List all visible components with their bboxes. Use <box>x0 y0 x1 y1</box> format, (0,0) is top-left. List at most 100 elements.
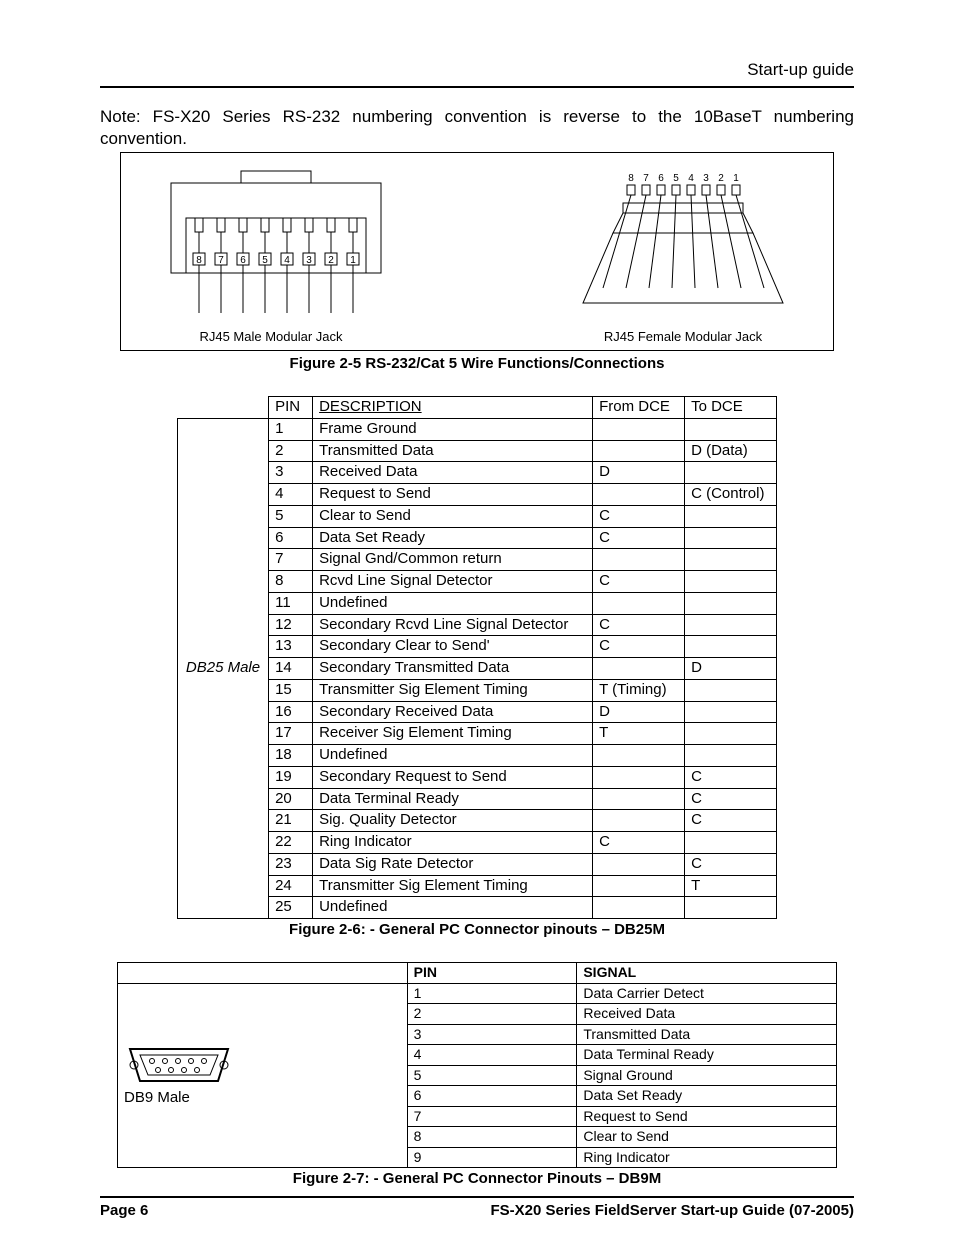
db25-cell-from <box>593 418 685 440</box>
figure-2-6-caption: Figure 2-6: - General PC Connector pinou… <box>100 921 854 938</box>
db25-cell-to: C <box>685 810 777 832</box>
db25-cell-from: D <box>593 462 685 484</box>
db25-cell-from <box>593 484 685 506</box>
db25-cell-pin: 15 <box>269 679 313 701</box>
db25-cell-desc: Sig. Quality Detector <box>313 810 593 832</box>
rj45-male-icon: 87654321 <box>141 163 401 323</box>
db25-cell-desc: Request to Send <box>313 484 593 506</box>
db25-cell-to <box>685 527 777 549</box>
db25-cell-to <box>685 592 777 614</box>
db25-cell-to: C <box>685 853 777 875</box>
db25-cell-desc: Rcvd Line Signal Detector <box>313 571 593 593</box>
db9-cell-pin: 4 <box>407 1045 577 1066</box>
db25-cell-to <box>685 636 777 658</box>
db9-cell-signal: Data Terminal Ready <box>577 1045 837 1066</box>
db25-cell-to <box>685 614 777 636</box>
db25-cell-from <box>593 810 685 832</box>
db25-cell-pin: 21 <box>269 810 313 832</box>
db25-cell-to <box>685 505 777 527</box>
db9-cell-pin: 7 <box>407 1106 577 1127</box>
db25-cell-from <box>593 897 685 919</box>
svg-text:1: 1 <box>733 173 739 184</box>
db25-row-label: DB25 Male <box>177 418 268 918</box>
db25-cell-desc: Secondary Request to Send <box>313 766 593 788</box>
db25-cell-from <box>593 788 685 810</box>
db25-cell-to <box>685 418 777 440</box>
db25-cell-desc: Secondary Rcvd Line Signal Detector <box>313 614 593 636</box>
figure-2-5-caption: Figure 2-5 RS-232/Cat 5 Wire Functions/C… <box>100 355 854 372</box>
db25-cell-to <box>685 549 777 571</box>
db25-head-pin: PIN <box>269 397 313 419</box>
db25-cell-to <box>685 832 777 854</box>
svg-text:5: 5 <box>673 173 679 184</box>
db9-cell-signal: Request to Send <box>577 1106 837 1127</box>
db9-cell-signal: Signal Ground <box>577 1065 837 1086</box>
db25-cell-pin: 17 <box>269 723 313 745</box>
db9-cell-signal: Data Set Ready <box>577 1086 837 1107</box>
db9-cell-pin: 1 <box>407 983 577 1004</box>
rj45-female-icon: 87654321 <box>553 163 813 323</box>
db25-table: PIN DESCRIPTION From DCE To DCE DB25 Mal… <box>177 396 777 919</box>
db25-head-to: To DCE <box>685 397 777 419</box>
db25-cell-pin: 8 <box>269 571 313 593</box>
db25-cell-to: C <box>685 788 777 810</box>
db9-head-signal: SIGNAL <box>577 963 837 984</box>
svg-text:8: 8 <box>196 255 202 266</box>
rj45-female-label: RJ45 Female Modular Jack <box>553 329 813 344</box>
db25-cell-desc: Transmitter Sig Element Timing <box>313 875 593 897</box>
svg-text:4: 4 <box>284 255 290 266</box>
db25-cell-pin: 5 <box>269 505 313 527</box>
db25-cell-desc: Secondary Received Data <box>313 701 593 723</box>
db25-head-from: From DCE <box>593 397 685 419</box>
db25-cell-desc: Transmitter Sig Element Timing <box>313 679 593 701</box>
db9-head-pin: PIN <box>407 963 577 984</box>
db25-cell-to <box>685 462 777 484</box>
db25-cell-from: D <box>593 701 685 723</box>
note-paragraph: Note: FS-X20 Series RS-232 numbering con… <box>100 106 854 150</box>
db25-cell-pin: 13 <box>269 636 313 658</box>
svg-text:5: 5 <box>262 255 268 266</box>
svg-text:1: 1 <box>350 255 356 266</box>
db9-label-text: DB9 Male <box>124 1089 401 1108</box>
svg-text:3: 3 <box>306 255 312 266</box>
db25-cell-to: D (Data) <box>685 440 777 462</box>
db25-cell-from: C <box>593 832 685 854</box>
db25-cell-from: C <box>593 571 685 593</box>
db25-cell-desc: Received Data <box>313 462 593 484</box>
footer-title: FS-X20 Series FieldServer Start-up Guide… <box>491 1202 854 1219</box>
db25-cell-pin: 12 <box>269 614 313 636</box>
db25-cell-to <box>685 679 777 701</box>
db25-cell-desc: Clear to Send <box>313 505 593 527</box>
db25-cell-from: C <box>593 614 685 636</box>
svg-text:6: 6 <box>658 173 664 184</box>
db25-cell-desc: Secondary Clear to Send' <box>313 636 593 658</box>
db25-header-row: PIN DESCRIPTION From DCE To DCE <box>177 397 776 419</box>
db25-cell-desc: Data Sig Rate Detector <box>313 853 593 875</box>
db25-cell-from <box>593 658 685 680</box>
db9-row-label: DB9 Male <box>118 983 408 1168</box>
db25-cell-from <box>593 853 685 875</box>
db25-cell-from: C <box>593 505 685 527</box>
figure-2-5-box: 87654321 RJ45 Male Modular Jack 87654321… <box>120 152 834 351</box>
db25-cell-to <box>685 897 777 919</box>
db25-cell-desc: Transmitted Data <box>313 440 593 462</box>
svg-text:6: 6 <box>240 255 246 266</box>
rj45-male-label: RJ45 Male Modular Jack <box>141 329 401 344</box>
db25-cell-pin: 3 <box>269 462 313 484</box>
db25-cell-pin: 18 <box>269 745 313 767</box>
db25-cell-to <box>685 723 777 745</box>
page-footer: Page 6 FS-X20 Series FieldServer Start-u… <box>100 1196 854 1219</box>
header-section: Start-up guide <box>100 60 854 80</box>
svg-text:2: 2 <box>718 173 724 184</box>
svg-text:8: 8 <box>628 173 634 184</box>
db9-cell-signal: Received Data <box>577 1004 837 1025</box>
db25-cell-to <box>685 701 777 723</box>
db25-cell-from: C <box>593 636 685 658</box>
db25-cell-from <box>593 766 685 788</box>
db9-cell-signal: Transmitted Data <box>577 1024 837 1045</box>
db9-cell-pin: 5 <box>407 1065 577 1086</box>
svg-text:7: 7 <box>643 173 649 184</box>
figure-2-7-caption: Figure 2-7: - General PC Connector Pinou… <box>100 1170 854 1187</box>
db25-cell-desc: Undefined <box>313 592 593 614</box>
db25-cell-pin: 11 <box>269 592 313 614</box>
